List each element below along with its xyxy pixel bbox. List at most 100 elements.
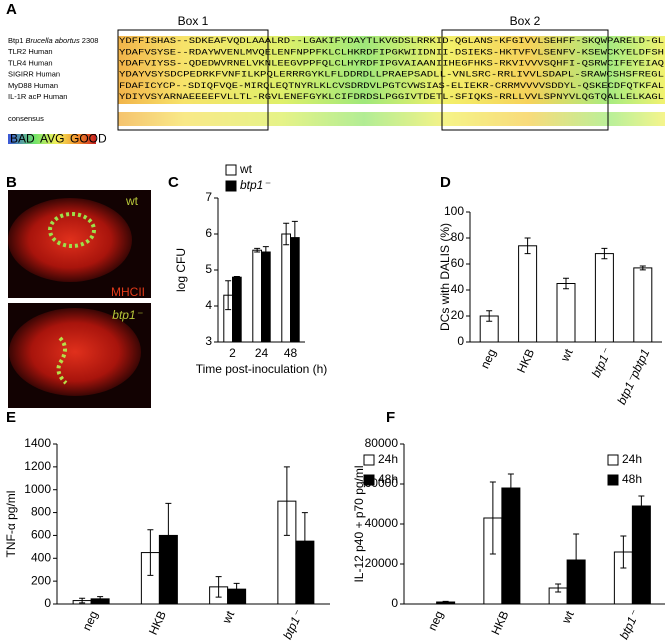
name-part: Btp1 [8,36,26,45]
sequence-name: TLR4 Human [8,58,53,67]
error-bar [601,247,608,260]
x-tick-label: wt [559,608,577,626]
x-tick-label: 48 [284,346,298,360]
error-bar [507,473,514,503]
x-tick-label: btp1⁻pbtp1 [614,347,652,407]
y-tick-label: 80 [451,230,465,244]
error-bar [283,466,290,536]
bar [556,283,576,343]
error-bar [283,222,290,246]
y-tick-label: 3 [205,334,212,348]
sequence: YDIYVSYARNAEEEEFVLLTL-RGVLENEFGYKLCIFDRD… [119,93,664,102]
bar [594,253,614,343]
y-tick-label: 800 [31,505,51,519]
legend-label: 24h [378,452,398,466]
x-tick-label: wt [557,346,575,364]
x-tick-label: HKB [488,609,511,637]
error-bar [79,597,86,604]
error-bar [489,481,496,555]
sequence: YDAYVSYSDCPEDRKFVNFILKPQLERRRGYKLFLDDRDL… [119,71,664,80]
x-tick-label: btp1⁻ [617,607,643,641]
y-tick-label: 0 [44,596,51,610]
score-scale [8,134,96,144]
y-tick-label: 7 [205,190,212,204]
panel-label: B [6,174,17,191]
y-tick-label: 1400 [24,436,51,450]
bar [518,245,538,343]
x-tick-label: wt [219,608,237,626]
box-1 [117,29,269,131]
error-bar [165,502,172,568]
bar [261,251,271,343]
y-tick-label: 1200 [24,459,51,473]
error-bar [147,529,154,576]
x-tick-label: HKB [146,609,169,637]
panel-label: D [440,174,451,191]
y-tick-label: 400 [31,550,51,564]
error-bar [638,495,645,517]
error-bar [233,275,240,279]
bar [281,233,291,343]
error-bar [233,582,240,596]
error-bar [291,220,298,255]
cell [9,308,141,396]
legend-label: btp1⁻ [240,178,271,192]
box-2 [441,29,609,131]
sequence-name: TLR2 Human [8,47,53,56]
error-bar [486,310,493,322]
panel-label: F [386,409,395,426]
y-tick-label: 100 [444,204,464,218]
cell [8,198,132,282]
image-label: btp1⁻ [112,308,143,322]
y-axis-label: TNF-α pg/ml [4,491,18,558]
sequence: YDAFVIYSS--QDEDWVRNELVKNLEEGVPPFQLCLHYRD… [119,60,664,69]
error-bar [639,265,646,271]
error-bar [301,512,308,571]
y-tick-label: 20 [451,308,465,322]
x-tick-label: 2 [229,346,236,360]
legend-swatch [225,180,237,192]
y-tick-label: 600 [31,528,51,542]
sequence-name: IL-1R acP Human [8,92,67,101]
error-bar [215,576,222,598]
bar [631,505,651,605]
scale-label: BAD [10,132,35,146]
panel-label: C [168,174,179,191]
y-tick-label: 200 [31,573,51,587]
image-label: wt [125,194,139,208]
legend-label: 48h [622,472,642,486]
y-axis-label: DCs with DALIS (%) [438,223,452,331]
legend-swatch [363,454,375,466]
legend-label: 48h [378,472,398,486]
name-part: Brucella abortus [26,36,82,45]
y-tick-label: 6 [205,226,212,240]
error-bar [97,596,104,602]
error-bar [524,237,531,255]
x-tick-label: HKB [514,347,537,375]
x-axis-label: Time post-inoculation (h) [196,362,328,376]
legend-label: wt [239,162,253,176]
image-label: MHCII [111,285,145,299]
error-bar [442,600,449,604]
legend-swatch [607,454,619,466]
error-bar [573,533,580,587]
alignment-shading [118,36,665,104]
error-bar [620,535,627,569]
consensus-label: consensus [8,114,44,123]
sequence: YDFFISHAS--SDKEAFVQDLAAALRD--LGAKIFYDAYT… [119,37,664,46]
y-axis-label: log CFU [174,248,188,292]
scale-label: GOOD [70,132,107,146]
bar [252,249,263,343]
y-tick-label: 0 [457,334,464,348]
error-bar [254,247,261,253]
error-bar [555,583,562,593]
x-tick-label: neg [425,609,446,633]
y-tick-label: 40000 [365,516,399,530]
box-label: Box 1 [178,14,209,28]
sequence: FDAFICYCP--SDIQFVQE-MIRQLEQTNYRLKLCVSDRD… [119,82,664,91]
x-tick-label: neg [80,609,101,633]
sequence-name: SIGIRR Human [8,70,60,79]
dalis [48,212,96,248]
sequence-name: MyD88 Human [8,81,58,90]
